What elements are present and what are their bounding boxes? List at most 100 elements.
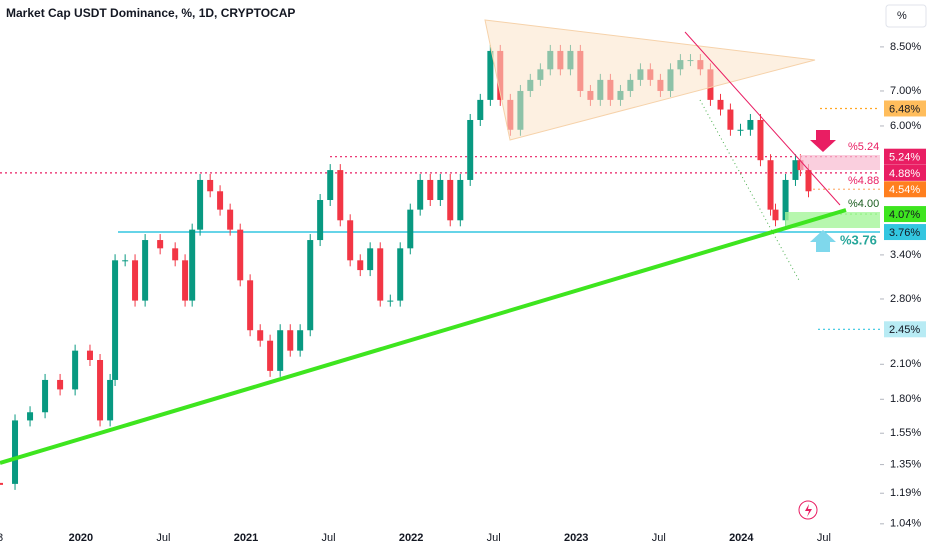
y-tick-label: 1.55% [890, 427, 921, 439]
candle [297, 330, 304, 351]
down-arrow [810, 130, 836, 152]
candle [27, 412, 34, 421]
candle [122, 260, 129, 262]
candle [267, 340, 274, 371]
price-label-box [884, 224, 926, 241]
price-label: 4.54% [889, 184, 920, 196]
candle [197, 179, 204, 230]
candle [227, 209, 234, 230]
candle [427, 179, 434, 201]
y-tick-label: 2.80% [890, 293, 921, 305]
price-label: 6.48% [889, 103, 920, 115]
candle [447, 179, 454, 221]
uptrend-line [0, 208, 847, 465]
downtrend-line [684, 31, 841, 206]
candle [97, 360, 104, 421]
candle [747, 119, 754, 130]
x-tick-label: Jul [817, 532, 831, 544]
y-tick-label: 1.80% [890, 393, 921, 405]
candle [247, 280, 254, 331]
candle [277, 330, 284, 371]
candle [132, 260, 139, 301]
candle [477, 99, 484, 120]
x-tick-label: Jul [652, 532, 666, 544]
candle [727, 109, 734, 130]
x-tick-label: 2024 [729, 532, 754, 544]
candle [207, 179, 214, 192]
y-tick-label: 1.19% [890, 487, 921, 499]
scale-button[interactable] [885, 4, 927, 28]
candle [397, 248, 404, 301]
price-label: 2.45% [889, 324, 920, 336]
price-label: 3.76% [889, 227, 920, 239]
candle [317, 200, 324, 241]
lightning-glyph [805, 504, 812, 517]
candle [457, 179, 464, 221]
y-tick-label: 1.35% [890, 458, 921, 470]
x-tick-label: 2023 [564, 532, 588, 544]
price-label-box [884, 164, 926, 181]
y-tick-label: 8.50% [890, 41, 921, 53]
candle [72, 350, 79, 390]
candle [367, 248, 374, 271]
y-tick-label: 7.00% [890, 85, 921, 97]
price-label-box [884, 100, 926, 117]
price-label-box [884, 321, 926, 338]
candle [387, 300, 394, 302]
y-tick-label: 3.40% [890, 249, 921, 261]
candle [182, 260, 189, 301]
scale-button-label: % [897, 10, 907, 22]
candle [782, 179, 789, 221]
price-label-box [884, 148, 926, 165]
candle [377, 248, 384, 301]
x-tick-label: Jul [322, 532, 336, 544]
candle [86, 350, 93, 361]
candle [189, 229, 196, 301]
candle [42, 379, 49, 413]
candle [437, 179, 444, 201]
lightning-icon[interactable] [798, 500, 818, 520]
x-tick-label: Jul [156, 532, 170, 544]
candle [357, 260, 364, 271]
y-tick-label: 2.10% [890, 358, 921, 370]
candle [407, 209, 414, 249]
up-arrow [810, 230, 836, 252]
candle [347, 220, 354, 261]
candle [772, 209, 779, 221]
candle [737, 129, 744, 131]
candle [307, 240, 314, 331]
candle [172, 248, 179, 261]
candle [805, 170, 812, 192]
support-zone [785, 212, 880, 228]
candle [767, 160, 774, 210]
price-label: 4.88% [889, 168, 920, 180]
candle [57, 379, 64, 390]
candle [792, 160, 799, 180]
candle [157, 240, 164, 249]
candle [257, 330, 264, 341]
x-tick-label: 2021 [234, 532, 258, 544]
y-tick-label: 1.04% [890, 518, 921, 530]
x-tick-label: 2022 [399, 532, 423, 544]
candle [717, 99, 724, 110]
annotation: %4.88 [848, 175, 879, 187]
x-tick-label: 8 [0, 532, 3, 544]
price-label-box [884, 181, 926, 198]
price-label-box [884, 206, 926, 223]
y-tick-label: 6.00% [890, 120, 921, 132]
annotation: %5.24 [848, 141, 879, 153]
candle [237, 229, 244, 281]
candle [142, 240, 149, 301]
price-label: 5.24% [889, 152, 920, 164]
candle [112, 260, 119, 380]
annotation: %4.00 [848, 198, 879, 210]
candle [757, 119, 764, 161]
candle [12, 420, 19, 484]
chart-title: Market Cap USDT Dominance, %, 1D, CRYPTO… [6, 6, 295, 20]
candle [287, 330, 294, 351]
candle [417, 179, 424, 210]
candle [467, 119, 474, 180]
triangle-pattern [484, 19, 816, 141]
